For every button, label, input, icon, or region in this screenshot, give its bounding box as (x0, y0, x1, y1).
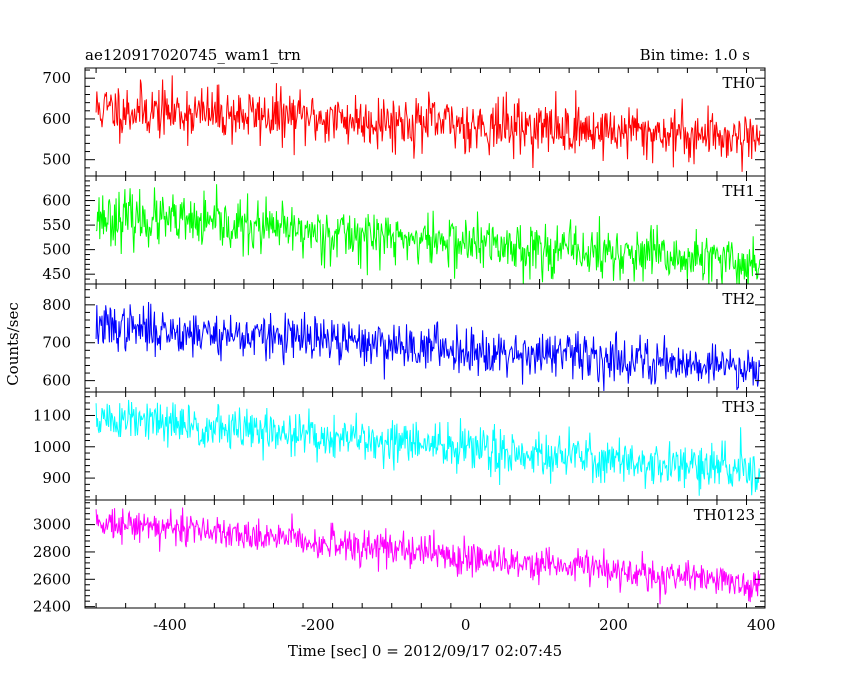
y-tick-label: 500 (42, 151, 71, 169)
series-line-th1 (95, 184, 761, 284)
y-tick-label: 900 (42, 469, 71, 487)
y-axis-label: Counts/sec (4, 302, 22, 386)
y-tick-label: 2600 (33, 570, 71, 588)
panel-th0: 500 600 700 TH0 (42, 67, 766, 177)
y-tick-label: 550 (42, 216, 71, 234)
y-tick-label: 450 (42, 265, 71, 283)
y-tick-label: 600 (42, 110, 71, 128)
series-line-th0123 (95, 507, 761, 605)
x-tick-label: 400 (747, 616, 776, 634)
series-line-th0 (95, 75, 761, 172)
panel-label-th0123: TH0123 (694, 506, 755, 524)
bin-time-label: Bin time: 1.0 s (640, 46, 750, 64)
y-tick-label: 2800 (33, 543, 71, 561)
panel-label-th3: TH3 (722, 398, 755, 416)
y-tick-label: 800 (42, 296, 71, 314)
y-tick-label: 600 (42, 192, 71, 210)
x-axis-label: Time [sec] 0 = 2012/09/17 02:07:45 (288, 642, 562, 660)
x-tick-label: 200 (599, 616, 628, 634)
series-line-th3 (95, 399, 761, 496)
y-tick-label: 1100 (33, 406, 71, 424)
y-tick-label: 3000 (33, 516, 71, 534)
panel-th2: 600 700 800 TH2 (42, 283, 766, 393)
panel-label-th1: TH1 (722, 182, 755, 200)
x-tick-label: 0 (461, 616, 471, 634)
y-tick-label: 500 (42, 241, 71, 259)
y-tick-label: 2400 (33, 598, 71, 616)
panel-th3: 900 1000 1100 TH3 (33, 391, 766, 501)
x-tick-label: -400 (153, 616, 187, 634)
x-axis: -400 -200 0 200 400 (153, 616, 775, 634)
series-line-th2 (95, 302, 761, 392)
panel-frame (84, 499, 766, 609)
panels-group: 500 600 700 TH0 450 500 550 600 TH1 600 700 800 TH2 9… (33, 67, 766, 616)
panel-label-th2: TH2 (722, 290, 755, 308)
y-tick-label: 600 (42, 372, 71, 390)
y-tick-label: 1000 (33, 438, 71, 456)
panel-label-th0: TH0 (722, 74, 755, 92)
panel-th1: 450 500 550 600 TH1 (42, 175, 766, 285)
chart-title: ae120917020745_wam1_trn (85, 46, 301, 64)
y-tick-label: 700 (42, 334, 71, 352)
panel-th0123: 2400 2600 2800 3000 TH0123 (33, 499, 766, 616)
y-tick-label: 700 (42, 69, 71, 87)
x-tick-label: -200 (301, 616, 335, 634)
